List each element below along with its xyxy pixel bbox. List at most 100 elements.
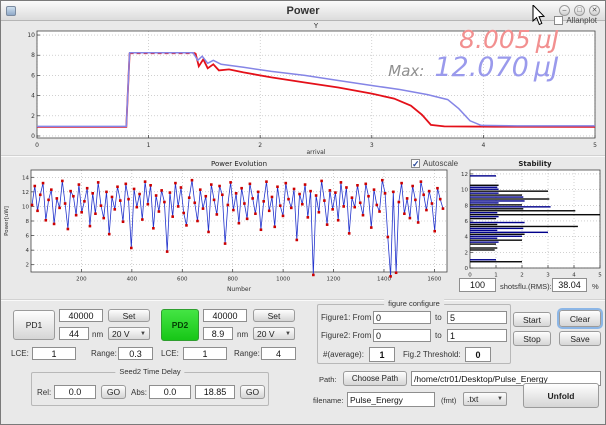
- path-input[interactable]: [411, 371, 601, 386]
- pd2-lce-input[interactable]: [183, 347, 227, 360]
- abs-current-input[interactable]: [195, 385, 235, 399]
- save-button[interactable]: Save: [559, 331, 601, 346]
- pd1-set-button[interactable]: Set: [108, 309, 150, 322]
- close-button[interactable]: ✕: [589, 5, 600, 16]
- pd1-range-label: Range:: [91, 349, 117, 358]
- figure2-from-input[interactable]: [373, 329, 431, 342]
- y-tick-label: 6: [26, 234, 30, 240]
- pd2-lce-label: LCE:: [161, 349, 179, 358]
- x-tick-label: 2: [520, 273, 524, 279]
- x-tick-label: 2: [258, 142, 262, 149]
- x-tick-label: 5: [598, 273, 602, 279]
- pd1-wavelength-input[interactable]: [59, 327, 89, 340]
- x-tick-label: 600: [177, 277, 188, 283]
- y-tick-label: 4: [31, 93, 35, 100]
- autoscale-checkbox[interactable]: ✓ Autoscale: [411, 159, 459, 169]
- x-tick-label: 1: [147, 142, 151, 149]
- current-energy-value: 8.005: [459, 25, 531, 54]
- max-energy-readout: Max: 12.070 µJ: [388, 52, 559, 83]
- y-tick-label: 10: [22, 204, 29, 210]
- y-tick-label: 8: [465, 203, 469, 209]
- max-label: Max:: [388, 62, 425, 80]
- pd1-voltage-dropdown[interactable]: 20 V ▼: [108, 327, 150, 340]
- pd2-counts-input[interactable]: [203, 309, 247, 322]
- figure1-to-input[interactable]: [447, 311, 507, 324]
- stop-button[interactable]: Stop: [513, 331, 551, 346]
- extension-value: .txt: [467, 394, 479, 404]
- y-tick-label: 0: [31, 133, 35, 140]
- pd2-range-input[interactable]: [261, 347, 296, 360]
- start-button[interactable]: Start: [513, 312, 551, 327]
- rel-input[interactable]: [54, 385, 96, 399]
- pd2-button[interactable]: PD2: [161, 309, 199, 341]
- fig2-threshold-input[interactable]: [465, 347, 491, 362]
- top-plot-title: Y: [313, 22, 319, 30]
- x-tick-label: 5: [593, 142, 597, 149]
- pd1-counts-input[interactable]: [59, 309, 103, 322]
- x-tick-label: 1: [494, 273, 498, 279]
- figure-configure-title: figure configure: [384, 299, 444, 308]
- y-tick-label: 2: [31, 113, 35, 120]
- chevron-down-icon: ▼: [285, 330, 291, 337]
- seed2-time-delay-group: Seed2 Time Delay: [31, 367, 269, 406]
- x-tick-label: 0: [35, 142, 39, 149]
- rel-go-button[interactable]: GO: [101, 385, 126, 399]
- pd1-nm-label: nm: [92, 330, 104, 339]
- x-tick-label: 800: [227, 277, 238, 283]
- abs-go-button[interactable]: GO: [240, 385, 265, 399]
- autoscale-label: Autoscale: [423, 159, 459, 168]
- abs-input[interactable]: [149, 385, 191, 399]
- window-title: Power: [286, 4, 320, 17]
- x-tick-label: 3: [370, 142, 374, 149]
- x-tick-label: 3: [546, 273, 550, 279]
- extension-dropdown[interactable]: .txt ▼: [463, 392, 507, 406]
- minimize-button[interactable]: –: [559, 5, 570, 16]
- pd2-voltage-dropdown[interactable]: 20 V ▼: [253, 327, 295, 340]
- filename-input[interactable]: [347, 392, 435, 407]
- pd2-nm-label: nm: [237, 330, 249, 339]
- allanplot-label: Allanplot: [566, 16, 597, 25]
- pd2-wavelength-input[interactable]: [203, 327, 233, 340]
- checkbox-box-icon[interactable]: [554, 16, 564, 25]
- average-input[interactable]: [369, 347, 395, 362]
- pd1-button[interactable]: PD1: [13, 310, 55, 340]
- seed2-group-title: Seed2 Time Delay: [115, 367, 185, 376]
- pd1-lce-input[interactable]: [32, 347, 76, 360]
- choose-path-button[interactable]: Choose Path: [343, 371, 407, 386]
- chevron-down-icon: ▼: [140, 330, 146, 337]
- current-energy-unit: µJ: [535, 25, 559, 54]
- figure-configure-group: figure configure: [317, 299, 511, 364]
- y-tick-label: 10: [461, 188, 468, 194]
- x-tick-label: 400: [127, 277, 138, 283]
- figure1-from-input[interactable]: [373, 311, 431, 324]
- current-energy-readout: 8.005 µJ: [459, 25, 559, 54]
- y-tick-label: 2: [26, 263, 30, 269]
- x-tick-label: 1400: [377, 277, 391, 283]
- y-tick-label: 2: [465, 250, 469, 256]
- max-energy-value: 12.070: [434, 52, 529, 83]
- figure2-to-input[interactable]: [447, 329, 507, 342]
- power-evolution-plot: Power Evolution 2 4 6 8 10 12 14 200 400 600 800 100…: [4, 160, 448, 293]
- maximize-button[interactable]: □: [574, 5, 585, 16]
- y-tick-label: 12: [461, 172, 468, 178]
- max-energy-unit: µJ: [533, 52, 559, 83]
- rms-input[interactable]: [552, 278, 587, 292]
- rel-label: Rel:: [37, 388, 52, 397]
- allanplot-checkbox[interactable]: Allanplot: [554, 16, 597, 25]
- clear-button[interactable]: Clear: [557, 308, 603, 329]
- shots-input[interactable]: [459, 278, 496, 292]
- shots-label: shots: [500, 282, 518, 291]
- titlebar: Power – □ ✕: [1, 1, 605, 21]
- y-tick-label: 10: [27, 32, 35, 39]
- y-tick-label: 12: [22, 190, 29, 196]
- evolution-plot-xlabel: Number: [227, 286, 252, 293]
- pd1-voltage-value: 20 V: [112, 328, 130, 339]
- unfold-button[interactable]: Unfold: [523, 383, 599, 408]
- stability-plot-title: Stability: [518, 160, 552, 168]
- y-tick-label: 4: [26, 248, 30, 254]
- pd1-range-input[interactable]: [118, 347, 153, 360]
- pd2-set-button[interactable]: Set: [253, 309, 295, 322]
- average-label: #(average):: [323, 350, 364, 359]
- checkbox-check-icon[interactable]: ✓: [411, 159, 420, 169]
